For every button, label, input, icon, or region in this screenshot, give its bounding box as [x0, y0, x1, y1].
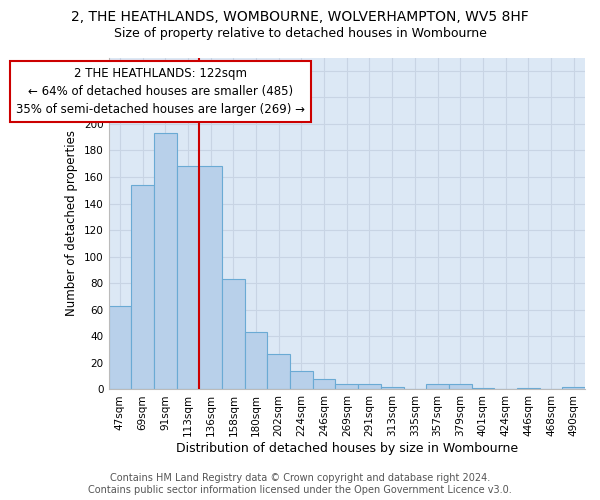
Bar — [381, 387, 404, 390]
Bar — [313, 379, 335, 390]
Bar — [154, 133, 176, 390]
Text: 2 THE HEATHLANDS: 122sqm
← 64% of detached houses are smaller (485)
35% of semi-: 2 THE HEATHLANDS: 122sqm ← 64% of detach… — [16, 67, 305, 116]
Y-axis label: Number of detached properties: Number of detached properties — [65, 130, 79, 316]
Text: Size of property relative to detached houses in Wombourne: Size of property relative to detached ho… — [113, 28, 487, 40]
Bar — [268, 354, 290, 390]
Bar — [199, 166, 222, 390]
X-axis label: Distribution of detached houses by size in Wombourne: Distribution of detached houses by size … — [176, 442, 518, 455]
Bar — [222, 279, 245, 390]
Bar — [472, 388, 494, 390]
Bar — [131, 185, 154, 390]
Text: Contains HM Land Registry data © Crown copyright and database right 2024.
Contai: Contains HM Land Registry data © Crown c… — [88, 474, 512, 495]
Bar — [176, 166, 199, 390]
Bar — [449, 384, 472, 390]
Bar — [517, 388, 539, 390]
Text: 2, THE HEATHLANDS, WOMBOURNE, WOLVERHAMPTON, WV5 8HF: 2, THE HEATHLANDS, WOMBOURNE, WOLVERHAMP… — [71, 10, 529, 24]
Bar — [358, 384, 381, 390]
Bar — [335, 384, 358, 390]
Bar — [562, 387, 585, 390]
Bar — [109, 306, 131, 390]
Bar — [290, 371, 313, 390]
Bar — [426, 384, 449, 390]
Bar — [245, 332, 268, 390]
